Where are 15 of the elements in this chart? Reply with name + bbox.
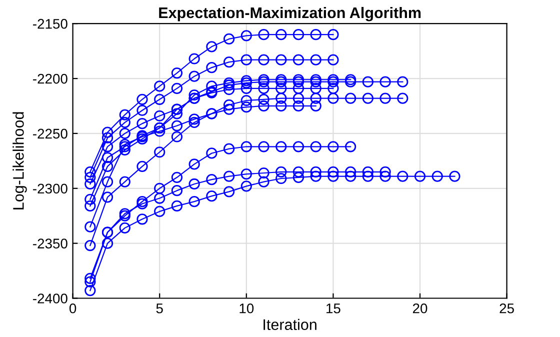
- x-tick-label: 20: [412, 303, 428, 314]
- y-tick-label: -2350: [33, 238, 68, 248]
- x-tick-label: 5: [156, 304, 163, 314]
- x-tick-label: 0: [69, 303, 76, 314]
- chart-title: Expectation-Maximization Algorithm: [159, 6, 421, 22]
- x-tick-label: 15: [326, 304, 340, 314]
- x-tick-label: 10: [240, 303, 254, 314]
- x-tick-label: 25: [500, 303, 514, 314]
- y-tick-label: -2150: [33, 18, 68, 29]
- y-axis-title: Log-Likelihood: [12, 112, 27, 210]
- y-tick-label: -2400: [33, 294, 68, 304]
- x-axis-title: Iteration: [264, 318, 316, 330]
- y-tick-label: -2300: [33, 184, 68, 194]
- y-tick-label: -2200: [33, 74, 68, 84]
- y-tick-label: -2250: [33, 128, 68, 139]
